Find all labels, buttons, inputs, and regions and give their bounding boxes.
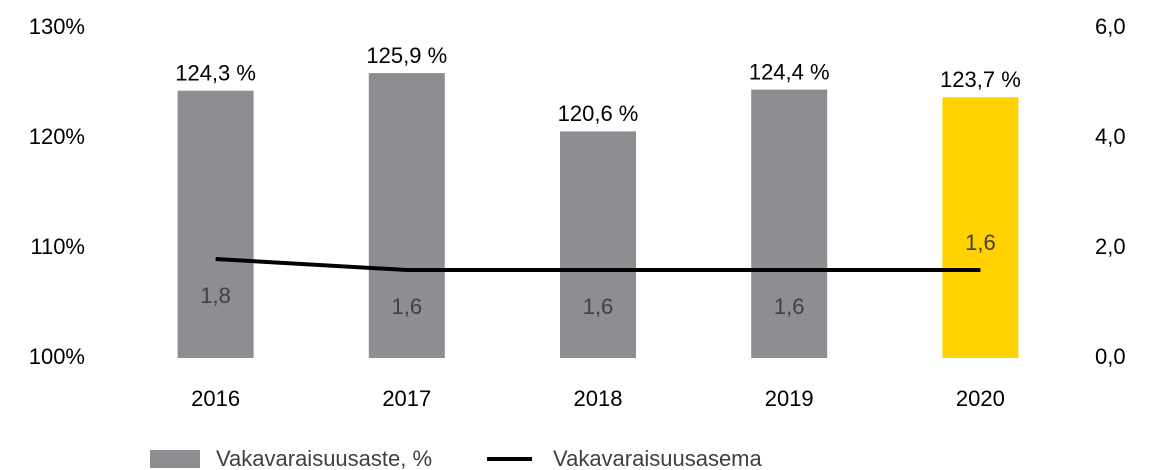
legend-label: Vakavaraisuusaste, % [216,446,432,470]
line-value-label: 1,6 [965,230,996,255]
y-tick-label: 130% [29,14,85,39]
legend-swatch [150,450,200,468]
bar [942,97,1019,359]
line-value-label: 1,6 [583,294,614,319]
line-value-label: 1,6 [774,294,805,319]
bar-value-label: 124,3 % [175,61,256,86]
bar [177,90,254,358]
x-tick-label: 2017 [382,386,431,411]
x-tick-label: 2019 [765,386,814,411]
bar [368,73,445,358]
bar-value-label: 124,4 % [749,59,830,84]
line-value-label: 1,6 [392,294,423,319]
line [215,257,981,272]
legend-label: Vakavaraisuusasema [553,446,762,470]
y-tick-label: 100% [29,344,85,369]
y-tick-label: 120% [29,124,85,149]
x-tick-label: 2018 [574,386,623,411]
bar-value-label: 125,9 % [366,43,447,68]
bar [751,89,828,358]
x-tick-label: 2016 [191,386,240,411]
line-value-label: 1,8 [200,283,231,308]
x-tick-label: 2020 [956,386,1005,411]
y2-tick-label: 4,0 [1095,124,1126,149]
y2-tick-label: 0,0 [1095,344,1126,369]
y-tick-label: 110% [30,234,85,259]
y2-tick-label: 6,0 [1095,14,1126,39]
bar [560,131,636,358]
y2-tick-label: 2,0 [1095,234,1126,259]
bar-value-label: 120,6 % [558,101,639,126]
bar-value-label: 123,7 % [940,67,1021,92]
